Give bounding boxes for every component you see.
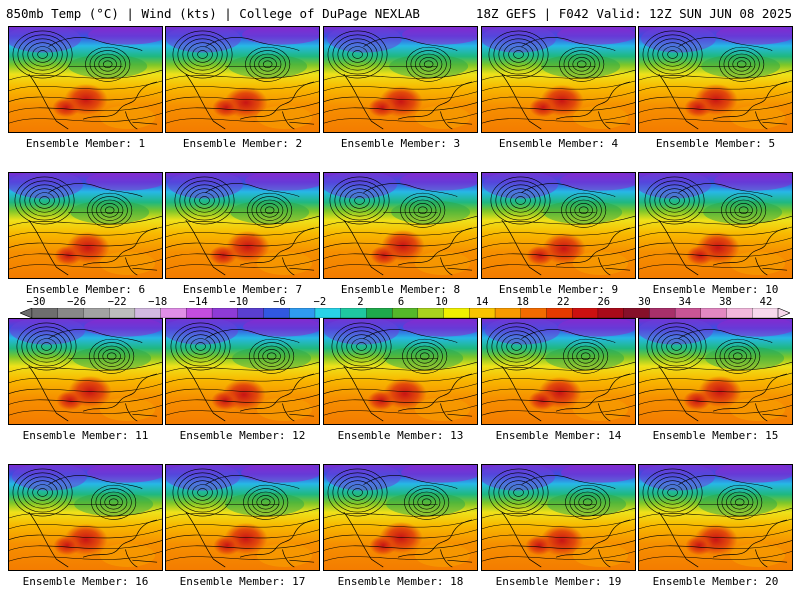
ensemble-map-15 (638, 318, 793, 425)
colorbar-segment (83, 308, 110, 318)
temperature-colorbar: −30 −26 −22 −18 −14 −10 −6 −2 2 6 10 14 18 22 26 30 34 38… (0, 296, 800, 320)
colorbar-tick-label: −2 (313, 296, 327, 308)
colorbar-segment (674, 308, 702, 318)
ensemble-member-caption: Ensemble Member: 15 (652, 429, 779, 442)
ensemble-map-18 (323, 464, 478, 571)
colorbar-segment (289, 308, 316, 318)
ensemble-map-2 (165, 26, 320, 133)
colorbar-tick-label: 18 (516, 296, 529, 308)
ensemble-map-1 (8, 26, 163, 133)
colorbar-segment (391, 308, 419, 318)
colorbar-segment (263, 308, 290, 318)
ensemble-member-caption: Ensemble Member: 6 (25, 283, 146, 296)
ensemble-member-caption: Ensemble Member: 17 (179, 575, 306, 588)
ensemble-member-caption: Ensemble Member: 5 (655, 137, 776, 150)
colorbar-tick-label: −18 (148, 296, 168, 308)
colorbar-tick-label: −22 (107, 296, 127, 308)
colorbar-tick-label: −30 (26, 296, 46, 308)
colorbar-tick-label: 22 (556, 296, 570, 308)
ensemble-map-3 (323, 26, 478, 133)
colorbar-tick-label: 14 (475, 296, 489, 308)
colorbar-segment (546, 308, 573, 318)
colorbar-segment (160, 308, 187, 318)
ensemble-member-caption: Ensemble Member: 18 (337, 575, 464, 588)
colorbar-tick-label: 6 (397, 296, 405, 308)
colorbar-tick-label: −14 (188, 296, 208, 308)
ensemble-member-caption: Ensemble Member: 20 (652, 575, 779, 588)
ensemble-map-14 (481, 318, 636, 425)
ensemble-map-12 (165, 318, 320, 425)
colorbar-segment (211, 308, 239, 318)
title-left: 850mb Temp (°C) | Wind (kts) | College o… (6, 6, 420, 21)
colorbar-arrow-left (20, 308, 33, 318)
colorbar-tick-label: 2 (357, 296, 364, 308)
colorbar-segment (752, 308, 779, 318)
ensemble-member-caption: Ensemble Member: 10 (652, 283, 779, 296)
ensemble-member-caption: Ensemble Member: 16 (22, 575, 149, 588)
colorbar-segment (649, 308, 676, 318)
colorbar-arrow-right (777, 308, 790, 318)
colorbar-segment (520, 308, 547, 318)
ensemble-member-caption: Ensemble Member: 12 (179, 429, 306, 442)
colorbar-segment (417, 308, 445, 318)
ensemble-member-caption: Ensemble Member: 9 (498, 283, 619, 296)
colorbar-tick-label: 34 (678, 296, 692, 308)
ensemble-member-caption: Ensemble Member: 14 (495, 429, 622, 442)
colorbar-segment (494, 308, 522, 318)
colorbar-segment (237, 308, 264, 318)
title-right: 18Z GEFS | F042 Valid: 12Z SUN JUN 08 20… (475, 6, 792, 21)
ensemble-member-caption: Ensemble Member: 19 (495, 575, 622, 588)
colorbar-tick-label: −10 (229, 296, 249, 308)
colorbar-segment (340, 308, 367, 318)
colorbar-tick-label: −26 (67, 296, 87, 308)
colorbar-segment (700, 308, 728, 318)
colorbar-segment (469, 308, 496, 318)
colorbar-tick-label: 42 (759, 296, 773, 308)
ensemble-member-caption: Ensemble Member: 2 (182, 137, 303, 150)
ensemble-member-caption: Ensemble Member: 11 (22, 429, 149, 442)
ensemble-map-6 (8, 172, 163, 279)
colorbar-segment (109, 308, 136, 318)
ensemble-member-caption: Ensemble Member: 1 (25, 137, 146, 150)
colorbar-tick-label: −6 (273, 296, 286, 308)
ensemble-map-13 (323, 318, 478, 425)
ensemble-map-10 (638, 172, 793, 279)
colorbar-tick-label: 10 (435, 296, 448, 308)
colorbar-segment (314, 308, 342, 318)
ensemble-map-8 (323, 172, 478, 279)
ensemble-map-9 (481, 172, 636, 279)
ensemble-map-11 (8, 318, 163, 425)
colorbar-tick-label: 26 (597, 296, 611, 308)
colorbar-segment (366, 308, 393, 318)
colorbar-tick-label: 38 (719, 296, 732, 308)
ensemble-map-4 (481, 26, 636, 133)
colorbar-segment (623, 308, 650, 318)
colorbar-tick-label: 30 (638, 296, 651, 308)
ensemble-map-16 (8, 464, 163, 571)
ensemble-map-17 (165, 464, 320, 571)
ensemble-member-caption: Ensemble Member: 13 (337, 429, 464, 442)
colorbar-segment (572, 308, 599, 318)
colorbar-bar (20, 308, 790, 318)
ensemble-map-7 (165, 172, 320, 279)
colorbar-segment (186, 308, 213, 318)
ensemble-map-19 (481, 464, 636, 571)
ensemble-member-caption: Ensemble Member: 4 (498, 137, 619, 150)
ensemble-member-caption: Ensemble Member: 7 (182, 283, 303, 296)
colorbar-segment (597, 308, 625, 318)
colorbar-segment (726, 308, 753, 318)
ensemble-map-20 (638, 464, 793, 571)
colorbar-segment (443, 308, 470, 318)
colorbar-segment (134, 308, 162, 318)
ensemble-member-caption: Ensemble Member: 3 (340, 137, 461, 150)
colorbar-segment (57, 308, 84, 318)
ensemble-member-caption: Ensemble Member: 8 (340, 283, 461, 296)
ensemble-map-5 (638, 26, 793, 133)
colorbar-segment (31, 308, 59, 318)
